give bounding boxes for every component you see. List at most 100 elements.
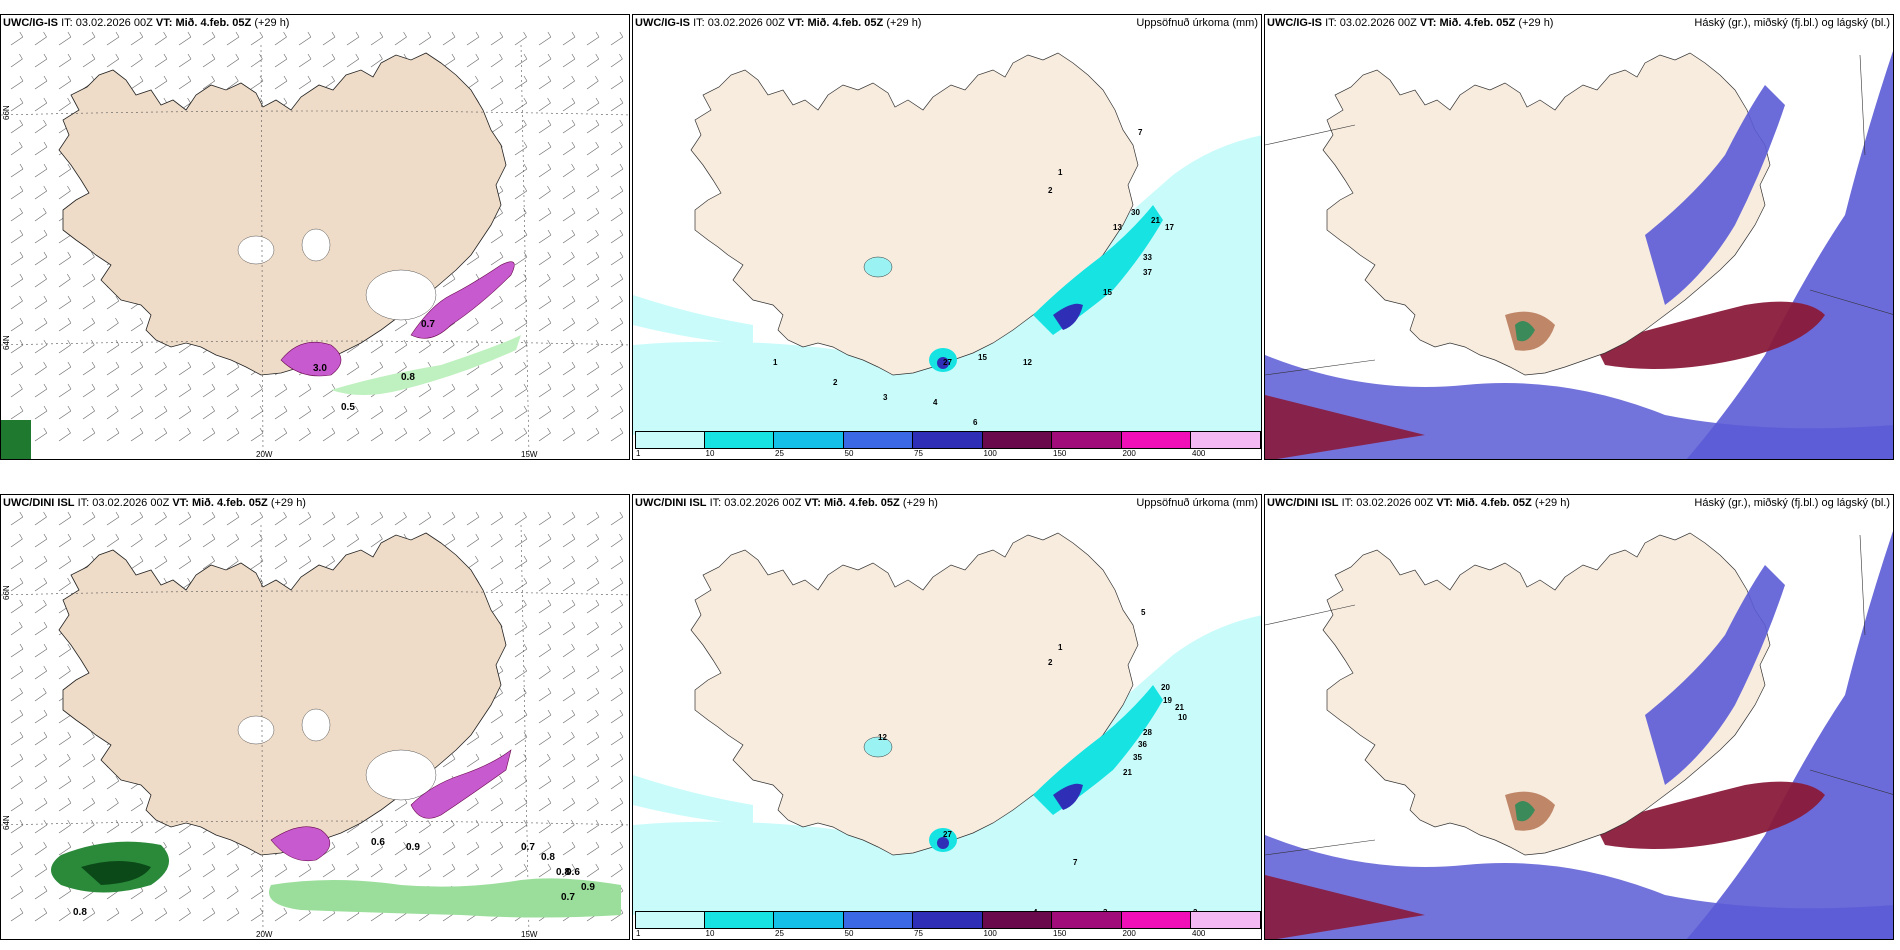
colorbar-tick-label: 50 — [844, 449, 854, 458]
value-label: 0.7 — [421, 319, 435, 330]
cloud-ocean — [1265, 51, 1893, 459]
colorbar-cell — [1121, 431, 1191, 449]
model-name: UWC/IG-IS — [1267, 17, 1322, 29]
model-name: UWC/DINI ISL — [635, 497, 707, 509]
panel-bottom-left: 0.8 0.6 0.9 0.7 0.8 0.6 0.9 0.8 0.7 20W 15W 66N 64N … — [0, 494, 630, 940]
panel-top-right: UWC/IG-IS IT: 03.02.2026 00Z VT: Mið. 4.… — [1264, 14, 1894, 460]
value-label: 6 — [973, 418, 978, 427]
map-canvas — [1265, 531, 1893, 939]
land — [690, 532, 1139, 856]
panel-header: UWC/DINI ISL IT: 03.02.2026 00Z VT: Mið.… — [635, 497, 938, 509]
value-label: 5 — [1141, 608, 1146, 617]
value-label: 15 — [1103, 288, 1112, 297]
panel-top-left: 3.0 0.8 0.5 0.7 20W 15W 66N 64N UWC/IG-IS IT: 0… — [0, 14, 630, 460]
value-label: 0.8 — [556, 867, 570, 878]
colorbar-tick-label: 150 — [1053, 929, 1067, 938]
value-label: 17 — [1165, 223, 1174, 232]
value-label: 3.0 — [313, 363, 327, 374]
panel-header: UWC/IG-IS IT: 03.02.2026 00Z VT: Mið. 4.… — [635, 17, 922, 29]
colorbar-frame — [635, 911, 1261, 929]
colorbar-labels: 1 10 25 50 75 100 150 200 400 — [635, 449, 1261, 459]
colorbar-tick-label: 1 — [636, 929, 641, 938]
colorbar-tick-label: 200 — [1122, 449, 1136, 458]
value-label: 3 — [883, 393, 888, 402]
land — [1322, 532, 1771, 856]
value-labels: 3.0 0.8 0.5 0.7 — [313, 319, 435, 413]
precip-heavy — [1033, 205, 1163, 335]
colorbar-cell — [1052, 911, 1122, 929]
value-label: 12 — [1023, 358, 1032, 367]
value-label: 1 — [1058, 168, 1063, 177]
model-name: UWC/DINI ISL — [1267, 497, 1339, 509]
value-label: 2 — [833, 378, 838, 387]
value-label: 21 — [1123, 768, 1132, 777]
value-label: 10 — [1178, 713, 1187, 722]
colorbar-cell — [913, 911, 983, 929]
panel-header: UWC/DINI ISL IT: 03.02.2026 00Z VT: Mið.… — [1267, 497, 1570, 509]
precip-light — [633, 135, 1261, 435]
colorbar-cell — [774, 911, 844, 929]
map-canvas: 512201921102836352127124327 — [633, 532, 1261, 917]
model-name: UWC/IG-IS — [3, 17, 58, 29]
colorbar-cell — [774, 431, 844, 449]
value-label: 33 — [1143, 253, 1152, 262]
value-label: 4 — [933, 398, 938, 407]
panel-header: UWC/IG-IS IT: 03.02.2026 00Z VT: Mið. 4.… — [3, 17, 290, 29]
field-title: Uppsöfnuð úrkoma (mm) — [1136, 497, 1258, 509]
value-label: 21 — [1175, 703, 1184, 712]
value-label: 15 — [978, 353, 987, 362]
value-label: 1 — [773, 358, 778, 367]
value-label: 30 — [1131, 208, 1140, 217]
value-label: 0.8 — [541, 852, 555, 863]
value-label: 0.8 — [401, 372, 415, 383]
cloud-ocean — [1265, 531, 1893, 939]
model-name: UWC/IG-IS — [635, 17, 690, 29]
value-label: 0.9 — [406, 842, 420, 853]
colorbar-tick-label: 10 — [705, 929, 715, 938]
value-label: 20 — [1161, 683, 1170, 692]
colorbar-tick-label: 25 — [775, 449, 784, 458]
value-labels: 0.80.6 0.9 0.70.80.60.90.80.7 — [73, 837, 595, 918]
value-label: 36 — [1138, 740, 1147, 749]
colorbar-tick-label: 1 — [636, 449, 641, 458]
field-title: Háský (gr.), miðský (fj.bl.) og lágský (… — [1694, 497, 1890, 509]
value-label: 0.8 — [73, 907, 87, 918]
colorbar-tick-label: 50 — [844, 929, 854, 938]
value-label: 0.9 — [581, 882, 595, 893]
value-label: 37 — [1143, 268, 1152, 277]
cloud-mid-land — [1645, 85, 1785, 305]
colorbar-cell — [982, 431, 1052, 449]
value-label: 2 — [1048, 186, 1053, 195]
value-label: 27 — [943, 358, 952, 367]
value-label: 1 — [1058, 643, 1063, 652]
panel-header: UWC/IG-IS IT: 03.02.2026 00Z VT: Mið. 4.… — [1267, 17, 1554, 29]
lon-label-20w: 20W — [256, 930, 273, 939]
lat-label-66n: 66N — [2, 585, 11, 600]
colorbar-cell — [1052, 431, 1122, 449]
colorbar-cell — [704, 431, 774, 449]
field-title: Uppsöfnuð úrkoma (mm) — [1136, 17, 1258, 29]
panel-bottom-middle: 512201921102836352127124327 UWC/DINI ISL… — [632, 494, 1262, 940]
land — [1322, 52, 1771, 376]
colorbar-frame — [635, 431, 1261, 449]
colorbar-tick-label: 200 — [1122, 929, 1136, 938]
colorbar-cell — [1121, 911, 1191, 929]
lon-label-15w: 15W — [521, 930, 538, 939]
colorbar-cell — [635, 431, 705, 449]
colorbar-tick-label: 100 — [983, 929, 997, 938]
colorbar-tick-label: 25 — [775, 929, 784, 938]
lat-label-64n: 64N — [2, 335, 11, 350]
value-label: 13 — [1113, 223, 1122, 232]
value-label: 27 — [943, 830, 952, 839]
lat-label-66n: 66N — [2, 105, 11, 120]
value-label: 28 — [1143, 728, 1152, 737]
colorbar — [635, 911, 1261, 929]
colorbar-tick-label: 400 — [1192, 449, 1206, 458]
value-label: 12 — [878, 733, 887, 742]
value-label: 0.6 — [566, 867, 580, 878]
value-label: 21 — [1151, 216, 1160, 225]
precip-shading — [1, 261, 521, 459]
value-label: 0.6 — [371, 837, 385, 848]
